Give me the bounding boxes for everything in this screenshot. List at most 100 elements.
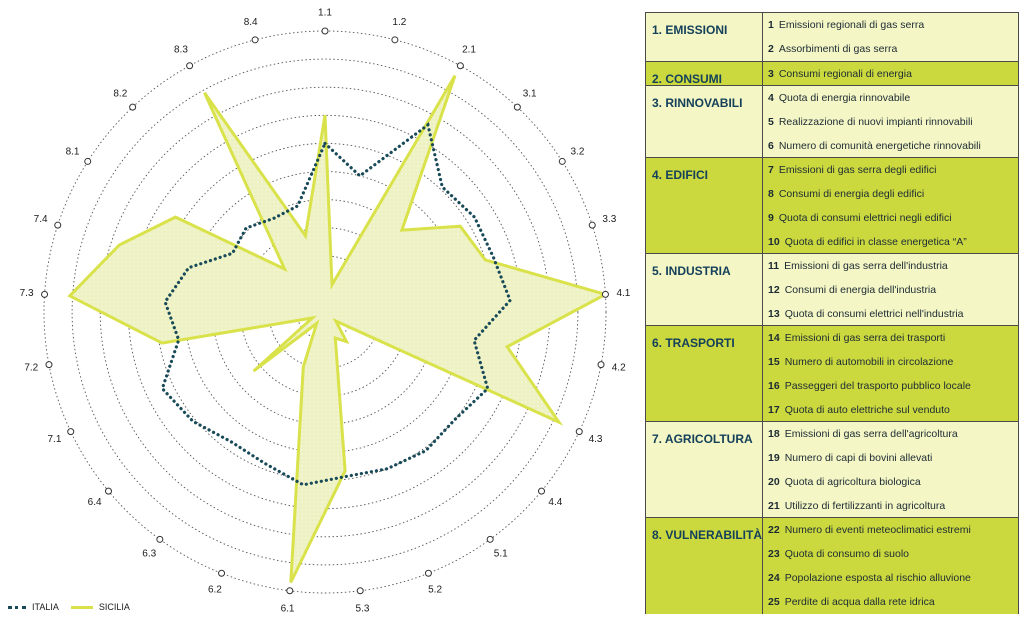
- legend-sicilia: SICILIA: [70, 602, 130, 612]
- axis-label: 5.1: [494, 549, 508, 560]
- indicator-row: 25 Perdite di acqua dalla rete idrica: [768, 590, 935, 614]
- indicator-label: Passeggeri del trasporto pubblico locale: [784, 380, 971, 392]
- indicator-row: 17 Quota di auto elettriche sul venduto: [768, 398, 950, 422]
- indicator-row: 5 Realizzazione di nuovi impianti rinnova…: [768, 110, 973, 134]
- indicator-number: 4: [768, 92, 774, 104]
- indicator-group: 5. INDUSTRIA 11 Emissioni di gas serra del…: [646, 253, 1018, 326]
- indicator-number: 1: [768, 19, 774, 31]
- indicator-number: 18: [768, 428, 780, 440]
- axis-marker: [597, 361, 605, 369]
- indicator-label: Quota di consumi elettrici negli edifici: [778, 212, 952, 224]
- indicator-label: Perdite di acqua dalla rete idrica: [784, 596, 935, 608]
- indicator-row: 18 Emissioni di gas serra dell'agricoltur…: [768, 422, 958, 446]
- series-italia: [160, 122, 512, 487]
- axis-marker: [356, 587, 364, 595]
- indicator-row: 21 Utilizzo di fertilizzanti in agricoltu…: [768, 494, 945, 518]
- indicator-number: 11: [768, 260, 780, 272]
- indicator-row: 1 Emissioni regionali di gas serra: [768, 13, 924, 37]
- axis-label: 6.2: [208, 585, 222, 596]
- axis-marker: [538, 487, 546, 495]
- group-title: 3. RINNOVABILI: [646, 86, 763, 158]
- axis-label: 4.2: [612, 363, 626, 374]
- chart-legend: ITALIA SICILIA: [8, 602, 130, 612]
- axis-label: 6.1: [281, 603, 295, 614]
- axis-marker: [186, 62, 194, 70]
- axis-marker: [84, 157, 92, 165]
- indicator-number: 15: [768, 356, 780, 368]
- axis-label: 3.2: [571, 146, 585, 157]
- group-title: 8. VULNERABILITÀ: [646, 518, 763, 614]
- indicator-label: Quota di consumo di suolo: [784, 548, 910, 560]
- axis-marker: [41, 290, 49, 298]
- indicator-row: 22 Numero di eventi meteoclimatici estrem…: [768, 518, 971, 542]
- radar-chart: 1.1 1.2 2.1 3.1 3.2 3.3 4.1 4.2 4.3 4.4 5.1 5.2 5.3 6…: [20, 8, 631, 615]
- axis-label: 7.4: [34, 214, 48, 225]
- indicator-group: 8. VULNERABILITÀ 22 Numero di eventi meteo…: [646, 517, 1018, 614]
- axis-marker: [424, 569, 432, 577]
- axis-label: 5.2: [428, 585, 442, 596]
- grid-ring: [43, 30, 607, 594]
- indicator-number: 19: [768, 452, 780, 464]
- axis-label: 8.1: [66, 146, 80, 157]
- group-title: 1. EMISSIONI: [646, 13, 763, 61]
- indicator-group: 7. AGRICOLTURA 18 Emissioni di gas serra d…: [646, 421, 1018, 518]
- axis-marker: [575, 428, 583, 436]
- axis-labels: 1.1 1.2 2.1 3.1 3.2 3.3 4.1 4.2 4.3 4.4 5.1 5.2 5.3 6…: [20, 8, 631, 615]
- axis-marker: [588, 221, 596, 229]
- indicator-number: 24: [768, 572, 780, 584]
- axis-marker: [601, 290, 609, 298]
- indicator-number: 7: [768, 164, 774, 176]
- indicator-label: Quota di energia rinnovabile: [778, 92, 911, 104]
- indicator-number: 20: [768, 476, 780, 488]
- indicator-group: 2. CONSUMI 3 Consumi regionali di energia: [646, 61, 1018, 86]
- legend-italia-swatch: [8, 605, 26, 609]
- indicator-label: Numero di comunità energetiche rinnovabi…: [778, 140, 981, 152]
- group-title: 4. EDIFICI: [646, 158, 763, 254]
- italia-polygon: [160, 122, 512, 487]
- indicator-row: 15 Numero di automobili in circolazione: [768, 350, 953, 374]
- indicator-number: 10: [768, 236, 780, 248]
- axis-label: 1.2: [392, 17, 406, 28]
- indicator-row: 6 Numero di comunità energetiche rinnovab…: [768, 134, 981, 158]
- axis-marker: [251, 36, 259, 44]
- indicator-row: 7 Emissioni di gas serra degli edifici: [768, 158, 936, 182]
- indicator-row: 10 Quota di edifici in classe energetica …: [768, 230, 967, 254]
- indicator-number: 14: [768, 332, 780, 344]
- axis-marker: [513, 103, 521, 111]
- indicator-number: 21: [768, 500, 780, 512]
- legend-sicilia-swatch: [70, 605, 93, 609]
- indicator-label: Numero di automobili in circolazione: [784, 356, 954, 368]
- axis-marker: [129, 103, 137, 111]
- legend-italia-label: ITALIA: [32, 602, 59, 612]
- axis-label: 3.3: [602, 214, 616, 225]
- indicator-row: 11 Emissioni di gas serra dell'industria: [768, 254, 948, 278]
- group-title: 2. CONSUMI: [646, 62, 763, 86]
- indicator-label: Quota di auto elettriche sul venduto: [784, 404, 950, 416]
- indicator-number: 23: [768, 548, 780, 560]
- indicator-label: Consumi regionali di energia: [778, 68, 912, 80]
- indicator-label: Realizzazione di nuovi impianti rinnovab…: [778, 116, 973, 128]
- axis-label: 8.3: [174, 45, 188, 56]
- indicator-number: 12: [768, 284, 780, 296]
- indicator-label: Emissioni di gas serra dell'agricoltura: [784, 428, 958, 440]
- indicator-row: 24 Popolazione esposta al rischio alluvio…: [768, 566, 971, 590]
- indicator-number: 13: [768, 308, 780, 320]
- axis-label: 4.4: [548, 497, 562, 508]
- indicator-number: 25: [768, 596, 780, 608]
- indicator-number: 17: [768, 404, 780, 416]
- indicator-label: Utilizzo di fertilizzanti in agricoltura: [784, 500, 946, 512]
- indicator-group: 6. TRASPORTI 14 Emissioni di gas serra dei…: [646, 325, 1018, 422]
- indicator-label: Quota di consumi elettrici nell'industri…: [784, 308, 964, 320]
- indicator-label: Consumi di energia degli edifici: [778, 188, 925, 200]
- indicator-group: 4. EDIFICI 7 Emissioni di gas serra degli …: [646, 157, 1018, 254]
- indicator-row: 12 Consumi di energia dell'industria: [768, 278, 936, 302]
- axis-marker: [218, 569, 226, 577]
- group-title: 5. INDUSTRIA: [646, 254, 763, 326]
- axis-label: 7.2: [24, 363, 38, 374]
- indicator-row: 13 Quota di consumi elettrici nell'indust…: [768, 302, 964, 326]
- axis-marker: [104, 487, 112, 495]
- indicator-row: 9 Quota di consumi elettrici negli edific…: [768, 206, 952, 230]
- axis-label: 8.2: [113, 89, 127, 100]
- indicator-row: 3 Consumi regionali di energia: [768, 62, 912, 86]
- indicator-number: 22: [768, 524, 780, 536]
